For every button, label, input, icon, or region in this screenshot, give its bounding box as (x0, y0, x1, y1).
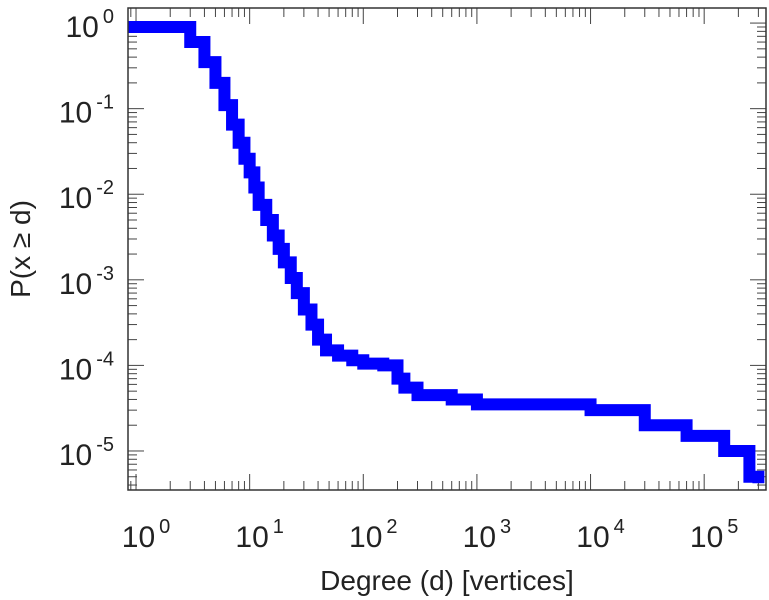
y-tick-label-exponent: -5 (96, 434, 114, 456)
y-axis-label: P(x ≥ d) (5, 200, 36, 298)
y-tick-label: 10 -4 (59, 348, 114, 386)
x-tick-label: 10 3 (463, 516, 512, 554)
y-tick-label-base: 10 (66, 11, 99, 44)
y-tick-label-base: 10 (59, 353, 92, 386)
major-ticks (128, 8, 766, 490)
series-line (128, 20, 765, 484)
y-tick-label: 10 -5 (59, 434, 114, 472)
y-tick-label: 10 0 (66, 6, 115, 44)
y-tick-label-exponent: -1 (96, 92, 114, 114)
x-tick-label-exponent: 1 (273, 516, 284, 538)
x-tick-label-base: 10 (463, 521, 496, 554)
y-tick-label: 10 -3 (59, 263, 114, 301)
x-tick-label-exponent: 2 (386, 516, 397, 538)
x-axis-label: Degree (d) [vertices] (320, 565, 574, 596)
x-tick-label: 10 4 (576, 516, 625, 554)
y-tick-label-exponent: -4 (96, 348, 114, 370)
y-tick-label-base: 10 (59, 439, 92, 472)
x-tick-label-base: 10 (576, 521, 609, 554)
plot-frame (127, 7, 767, 491)
series-layer (128, 20, 765, 484)
x-tick-label-exponent: 4 (614, 516, 625, 538)
y-tick-label-base: 10 (59, 182, 92, 215)
x-tick-label-exponent: 5 (727, 516, 738, 538)
x-tick-label-base: 10 (690, 521, 723, 554)
y-tick-label-base: 10 (59, 268, 92, 301)
x-tick-label-exponent: 0 (159, 516, 170, 538)
x-tick-label-exponent: 3 (500, 516, 511, 538)
y-tick-label: 10 -2 (59, 177, 114, 215)
x-tick-label-base: 10 (122, 521, 155, 554)
minor-ticks (128, 8, 766, 490)
x-tick-label: 10 2 (349, 516, 398, 554)
x-tick-label: 10 1 (235, 516, 284, 554)
y-tick-label: 10 -1 (59, 92, 114, 130)
y-tick-label-exponent: 0 (103, 6, 114, 28)
x-tick-label-base: 10 (235, 521, 268, 554)
x-tick-label-base: 10 (349, 521, 382, 554)
y-tick-label-base: 10 (59, 97, 92, 130)
x-tick-label: 10 5 (690, 516, 739, 554)
x-tick-label: 10 0 (122, 516, 171, 554)
y-tick-label-exponent: -2 (96, 177, 114, 199)
y-tick-label-exponent: -3 (96, 263, 114, 285)
x-tick-labels: 10 0 10 1 10 2 10 3 10 4 10 5 (122, 516, 739, 554)
